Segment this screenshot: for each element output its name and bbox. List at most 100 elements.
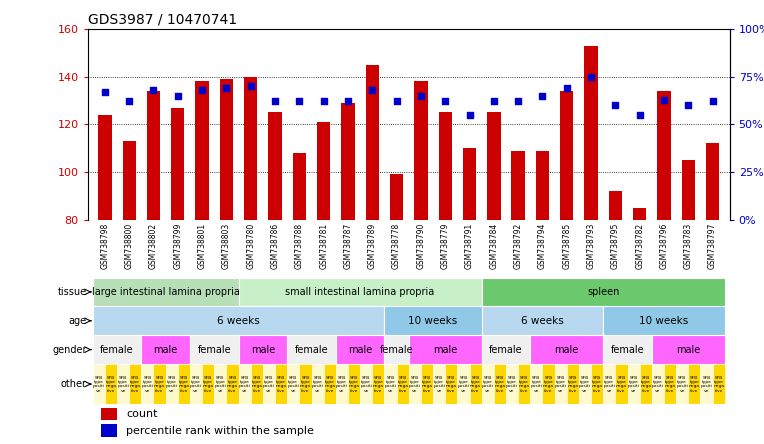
Bar — [542, 364, 555, 404]
Text: SFB
type
nega
tive: SFB type nega tive — [324, 376, 335, 392]
Text: SFB
type
positi
ve: SFB type positi ve — [312, 376, 323, 392]
Text: male: male — [555, 345, 579, 355]
Text: male: male — [154, 345, 178, 355]
Point — [512, 98, 524, 105]
Text: SFB
type
nega
tive: SFB type nega tive — [640, 376, 651, 392]
Bar — [536, 151, 549, 220]
Point — [269, 98, 281, 105]
Text: count: count — [126, 409, 158, 419]
Text: GSM738788: GSM738788 — [295, 223, 304, 269]
Text: SFB
type
nega
tive: SFB type nega tive — [445, 376, 457, 392]
Text: GSM738798: GSM738798 — [100, 223, 109, 269]
Bar — [681, 160, 695, 220]
Bar — [287, 364, 299, 404]
Bar — [615, 364, 627, 404]
Bar — [117, 364, 129, 404]
Text: SFB
type
nega
tive: SFB type nega tive — [227, 376, 238, 392]
Bar — [397, 364, 409, 404]
Bar — [299, 364, 312, 404]
Bar — [481, 335, 530, 364]
Bar — [511, 151, 525, 220]
Text: SFB
type
nega
tive: SFB type nega tive — [665, 376, 675, 392]
Bar — [409, 335, 481, 364]
Text: SFB
type
positi
ve: SFB type positi ve — [384, 376, 397, 392]
Text: female: female — [610, 345, 644, 355]
Bar — [652, 335, 725, 364]
Text: tissue: tissue — [57, 287, 86, 297]
Text: 10 weeks: 10 weeks — [409, 316, 458, 326]
Text: SFB
type
positi
ve: SFB type positi ve — [579, 376, 591, 392]
Point — [487, 98, 500, 105]
Text: SFB
type
nega
tive: SFB type nega tive — [373, 376, 384, 392]
Bar — [657, 91, 671, 220]
Bar — [706, 143, 719, 220]
Point — [123, 98, 135, 105]
Text: SFB
type
positi
ve: SFB type positi ve — [506, 376, 518, 392]
Bar — [530, 364, 542, 404]
Text: SFB
type
nega
tive: SFB type nega tive — [470, 376, 481, 392]
Text: SFB
type
positi
ve: SFB type positi ve — [482, 376, 494, 392]
Text: large intestinal lamina propria: large intestinal lamina propria — [92, 287, 240, 297]
Point — [707, 98, 719, 105]
Text: SFB
type
positi
ve: SFB type positi ve — [166, 376, 178, 392]
Bar — [609, 191, 622, 220]
Bar — [372, 364, 384, 404]
Bar — [238, 278, 481, 306]
Bar — [591, 364, 604, 404]
Text: SFB
type
nega
tive: SFB type nega tive — [713, 376, 724, 392]
Bar — [141, 335, 190, 364]
Text: GSM738791: GSM738791 — [465, 223, 474, 269]
Bar — [518, 364, 530, 404]
Bar — [92, 335, 141, 364]
Text: SFB
type
positi
ve: SFB type positi ve — [336, 376, 348, 392]
Text: SFB
type
nega
tive: SFB type nega tive — [202, 376, 214, 392]
Bar — [293, 153, 306, 220]
Text: SFB
type
nega
tive: SFB type nega tive — [348, 376, 360, 392]
Bar — [348, 364, 360, 404]
Text: SFB
type
nega
tive: SFB type nega tive — [689, 376, 700, 392]
Point — [342, 98, 354, 105]
Bar — [445, 364, 458, 404]
Text: SFB
type
positi
ve: SFB type positi ve — [676, 376, 688, 392]
Text: GSM738799: GSM738799 — [173, 223, 183, 269]
Text: GSM738803: GSM738803 — [222, 223, 231, 269]
Bar — [604, 364, 615, 404]
Text: SFB
type
positi
ve: SFB type positi ve — [215, 376, 226, 392]
Bar — [324, 364, 336, 404]
Text: SFB
type
nega
tive: SFB type nega tive — [543, 376, 554, 392]
Text: SFB
type
nega
tive: SFB type nega tive — [276, 376, 286, 392]
Point — [366, 87, 378, 94]
Bar — [336, 335, 384, 364]
Text: percentile rank within the sample: percentile rank within the sample — [126, 426, 314, 436]
Text: female: female — [295, 345, 329, 355]
Bar — [713, 364, 725, 404]
Point — [585, 73, 597, 80]
Text: other: other — [60, 379, 86, 389]
Bar — [409, 364, 421, 404]
Text: age: age — [69, 316, 86, 326]
Bar — [633, 208, 646, 220]
Bar — [688, 364, 701, 404]
Bar — [567, 364, 579, 404]
Bar — [676, 364, 688, 404]
Bar — [360, 364, 372, 404]
Text: SFB
type
nega
tive: SFB type nega tive — [105, 376, 116, 392]
Bar — [336, 364, 348, 404]
Text: GSM738794: GSM738794 — [538, 223, 547, 269]
Bar — [390, 174, 403, 220]
Bar — [268, 112, 282, 220]
Bar — [178, 364, 190, 404]
Bar — [664, 364, 676, 404]
Bar — [317, 122, 330, 220]
Text: female: female — [100, 345, 134, 355]
Bar — [238, 364, 251, 404]
Text: SFB
type
positi
ve: SFB type positi ve — [652, 376, 664, 392]
Point — [415, 92, 427, 99]
Bar — [530, 335, 604, 364]
Text: SFB
type
nega
tive: SFB type nega tive — [591, 376, 603, 392]
Bar — [506, 364, 518, 404]
Bar — [214, 364, 226, 404]
Bar — [129, 364, 141, 404]
Text: GSM738782: GSM738782 — [635, 223, 644, 269]
Text: GSM738787: GSM738787 — [344, 223, 352, 269]
